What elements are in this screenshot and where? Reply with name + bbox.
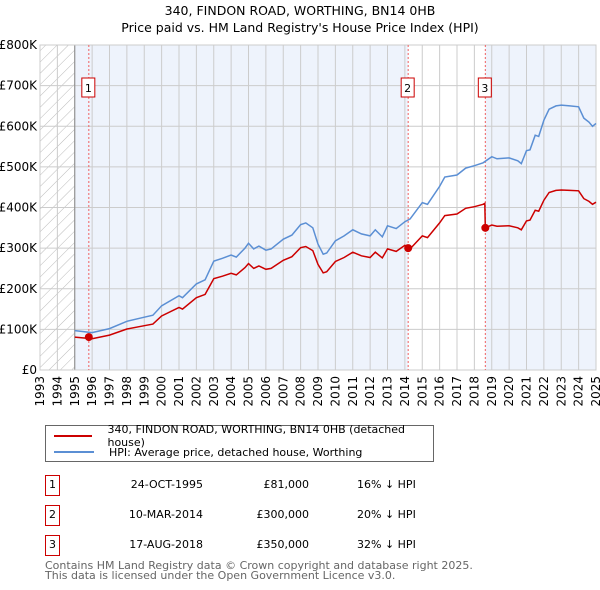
plot-border <box>39 44 597 371</box>
x-tick-label: 2020 <box>502 376 516 407</box>
x-tick-label: 2024 <box>572 376 586 407</box>
x-tick-label: 2010 <box>328 376 342 407</box>
sale-label-box <box>477 77 492 98</box>
transaction-date: 10-MAR-2014 <box>128 508 203 521</box>
sale-label-box <box>400 77 415 98</box>
legend-red-line-icon <box>54 435 93 437</box>
transaction-hpi: 16% ↓ HPI <box>357 478 416 491</box>
sale-label: 1 <box>85 82 92 95</box>
x-tick-label: 2013 <box>381 376 395 407</box>
x-tick-label: 2007 <box>276 376 290 407</box>
transaction-date: 17-AUG-2018 <box>129 538 203 551</box>
x-tick-label: 1997 <box>103 376 117 407</box>
x-tick-label: 2021 <box>520 376 534 407</box>
transaction-price: £350,000 <box>256 538 310 551</box>
transaction-number: 3 <box>45 535 60 556</box>
x-tick-label: 2018 <box>467 376 481 407</box>
x-tick-label: 2014 <box>398 376 412 407</box>
sale-label-box <box>81 77 96 98</box>
x-tick-label: 2011 <box>346 376 360 407</box>
x-tick-label: 2000 <box>155 376 169 407</box>
legend-item-hpi: HPI: Average price, detached house, Wort… <box>54 445 362 459</box>
transaction-price: £81,000 <box>263 478 310 491</box>
x-tick-label: 2023 <box>554 376 568 407</box>
y-tick-label: £800K <box>0 38 38 52</box>
series-line <box>74 189 597 340</box>
x-tick-label: 2003 <box>207 376 221 407</box>
sale-point <box>84 333 93 342</box>
x-tick-label: 2017 <box>450 376 464 407</box>
transaction-hpi: 20% ↓ HPI <box>357 508 416 521</box>
legend-item-property: 340, FINDON ROAD, WORTHING, BN14 0HB (de… <box>54 423 433 449</box>
x-tick-label: 2004 <box>224 376 238 407</box>
y-tick-label: £500K <box>0 160 38 174</box>
series-line <box>74 104 597 334</box>
x-tick-label: 2019 <box>485 376 499 407</box>
transaction-row: 2 10-MAR-2014 £300,000 20% ↓ HPI <box>45 505 465 526</box>
x-tick-label: 1994 <box>50 376 64 407</box>
x-tick-label: 2025 <box>589 376 600 407</box>
transaction-row: 1 24-OCT-1995 £81,000 16% ↓ HPI <box>45 475 465 496</box>
y-tick-label: £100K <box>0 322 38 336</box>
y-tick-label: £400K <box>0 201 38 215</box>
x-tick-label: 1998 <box>120 376 134 407</box>
x-tick-label: 2006 <box>259 376 273 407</box>
x-tick-label: 2022 <box>537 376 551 407</box>
x-tick-label: 2005 <box>242 376 256 407</box>
transaction-price: £300,000 <box>256 508 310 521</box>
legend: 340, FINDON ROAD, WORTHING, BN14 0HB (de… <box>45 423 434 462</box>
chart-title: 340, FINDON ROAD, WORTHING, BN14 0HB <box>164 3 436 18</box>
footer-copyright: Contains HM Land Registry data © Crown c… <box>45 559 473 572</box>
sale-point <box>481 223 490 232</box>
transaction-hpi: 32% ↓ HPI <box>357 538 416 551</box>
legend-label: 340, FINDON ROAD, WORTHING, BN14 0HB (de… <box>107 423 406 449</box>
price-chart: 1993 1994 1995 1996 1997 1998 1999 2000 2001 2002… <box>0 38 600 407</box>
sale-point <box>404 244 413 253</box>
x-tick-label: 2012 <box>363 376 377 407</box>
transaction-row: 3 17-AUG-2018 £350,000 32% ↓ HPI <box>45 535 465 556</box>
transaction-number: 2 <box>45 505 60 526</box>
y-tick-label: £0 <box>22 363 37 377</box>
y-tick-label: £600K <box>0 119 38 133</box>
x-tick-label: 2008 <box>294 376 308 407</box>
x-tick-label: 2016 <box>433 376 447 407</box>
chart-subtitle: Price paid vs. HM Land Registry's House … <box>121 20 479 35</box>
transaction-date: 24-OCT-1995 <box>130 478 203 491</box>
x-tick-label: 1995 <box>68 376 82 407</box>
y-tick-label: £300K <box>0 241 38 255</box>
sale-label: 3 <box>481 82 488 95</box>
y-tick-label: £700K <box>0 79 38 93</box>
y-tick-label: £200K <box>0 282 38 296</box>
footer-licence: This data is licensed under the Open Gov… <box>45 569 396 582</box>
transaction-number: 1 <box>45 475 60 496</box>
sale-label: 2 <box>404 82 411 95</box>
x-tick-label: 1999 <box>137 376 151 407</box>
legend-blue-line-icon <box>54 451 94 453</box>
legend-label: HPI: Average price, detached house, Wort… <box>109 445 363 459</box>
x-tick-label: 2001 <box>172 376 186 407</box>
x-tick-label: 2009 <box>311 376 325 407</box>
x-tick-label: 1996 <box>85 376 99 407</box>
x-tick-label: 2015 <box>415 376 429 407</box>
x-tick-label: 1993 <box>33 376 47 407</box>
x-tick-label: 2002 <box>189 376 203 407</box>
